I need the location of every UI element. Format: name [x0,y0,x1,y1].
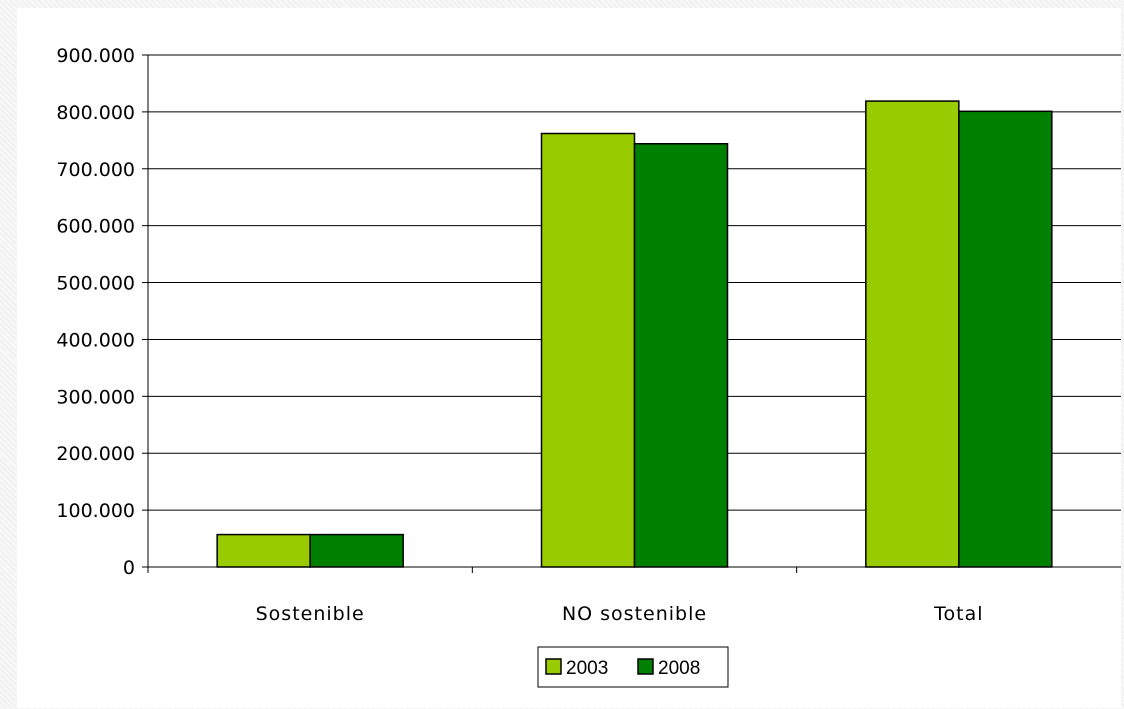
x-category-label: Total [933,603,983,625]
y-tick-label: 900.000 [56,45,135,67]
legend-swatch-2008 [637,658,654,675]
bar-2008-0 [309,533,404,568]
y-tick-label: 100.000 [56,500,135,522]
y-tick-label: 800.000 [56,102,135,124]
x-category-label: NO sostenible [562,603,707,625]
bar-2008-2 [958,110,1053,568]
bar-chart: 0 100.000 200.000 300.000 400.000 500.000 600.… [56,45,1121,688]
bar-2003-2 [865,100,960,568]
bar-2003-0 [216,533,311,568]
y-tick-label: 0 [123,557,135,579]
x-category-label: Sostenible [256,603,365,625]
y-tick-label: 300.000 [56,386,135,408]
y-axis-ticks: 0 100.000 200.000 300.000 400.000 500.000 600.… [56,45,148,579]
y-tick-label: 200.000 [56,443,135,465]
legend: 2003 2008 [537,646,729,688]
bars [216,100,1053,568]
bar-2003-1 [540,132,636,568]
chart-area: 0 100.000 200.000 300.000 400.000 500.000 600.… [17,8,1121,708]
bar-2008-1 [633,142,729,568]
y-tick-label: 700.000 [56,159,135,181]
y-tick-label: 400.000 [56,329,135,351]
legend-label-2008: 2008 [658,658,700,679]
x-axis-labels: Sostenible NO sostenible Total [256,603,983,625]
legend-swatch-2003 [545,658,562,675]
y-tick-label: 500.000 [56,273,135,295]
axes [147,55,1121,573]
y-tick-label: 600.000 [56,216,135,238]
legend-label-2003: 2003 [566,658,608,679]
legend-box [537,646,729,688]
